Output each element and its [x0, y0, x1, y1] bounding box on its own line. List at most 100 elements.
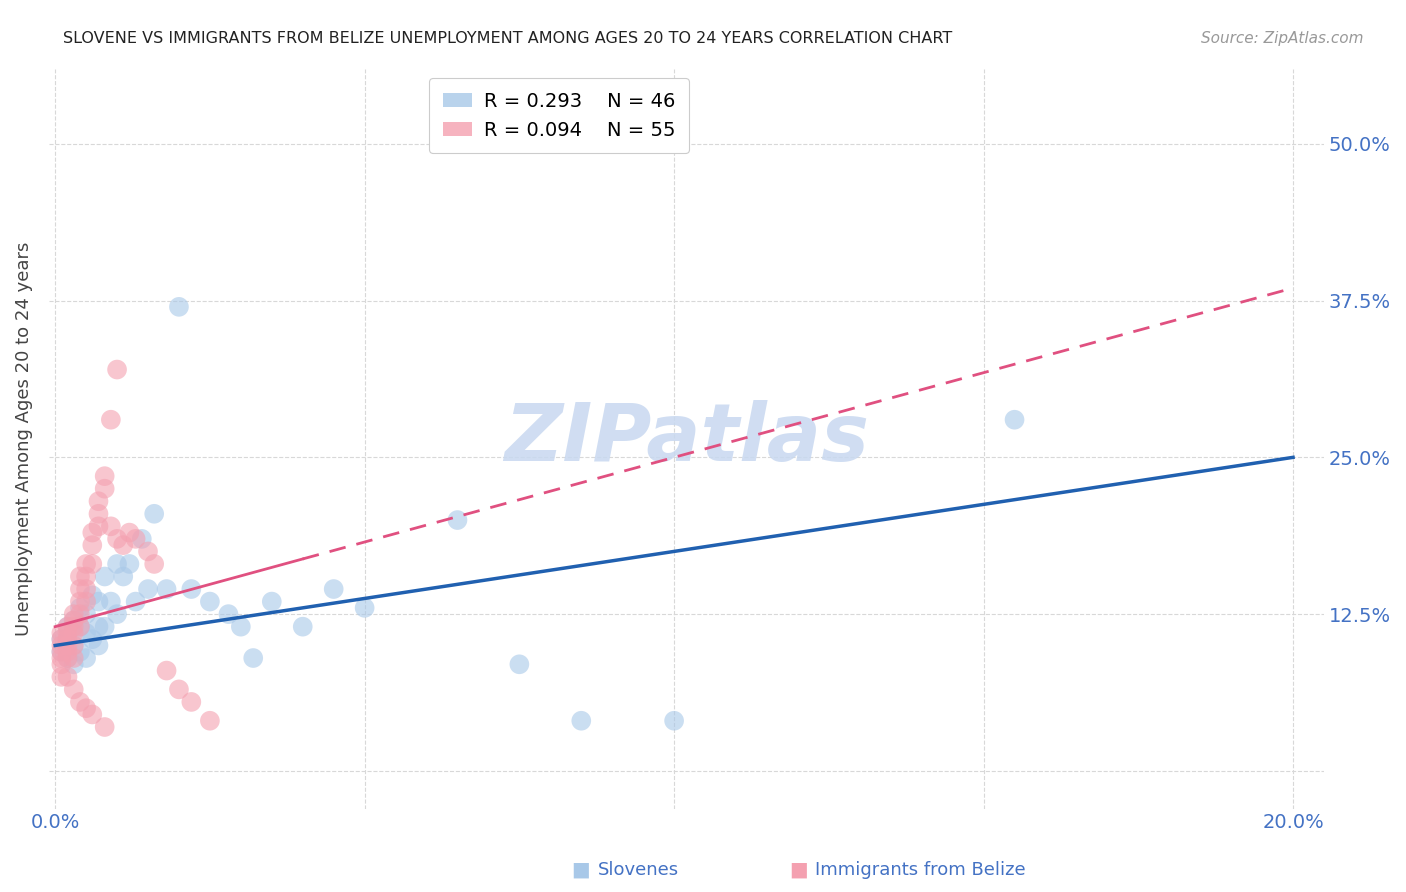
- Text: Source: ZipAtlas.com: Source: ZipAtlas.com: [1201, 31, 1364, 46]
- Point: [118, 557, 141, 571]
- Text: Slovenes: Slovenes: [598, 861, 679, 879]
- Point: [155, 582, 177, 596]
- Point: [75, 607, 97, 621]
- Point: [51, 657, 73, 672]
- Point: [136, 582, 159, 596]
- Point: [198, 594, 221, 608]
- Point: [93, 720, 115, 734]
- Point: [446, 513, 468, 527]
- Point: [62, 614, 84, 628]
- Point: [105, 532, 128, 546]
- Text: SLOVENE VS IMMIGRANTS FROM BELIZE UNEMPLOYMENT AMONG AGES 20 TO 24 YEARS CORRELA: SLOVENE VS IMMIGRANTS FROM BELIZE UNEMPL…: [63, 31, 952, 46]
- Point: [180, 582, 202, 596]
- Point: [56, 645, 79, 659]
- Point: [143, 507, 166, 521]
- Point: [82, 525, 104, 540]
- Point: [105, 557, 128, 571]
- Point: [124, 594, 146, 608]
- Point: [1004, 413, 1026, 427]
- Point: [82, 632, 104, 647]
- Point: [62, 639, 84, 653]
- Point: [56, 632, 79, 647]
- Point: [93, 569, 115, 583]
- Point: [62, 657, 84, 672]
- Point: [136, 544, 159, 558]
- Point: [82, 588, 104, 602]
- Point: [87, 594, 110, 608]
- Point: [508, 657, 530, 672]
- Point: [82, 538, 104, 552]
- Point: [131, 532, 153, 546]
- Point: [87, 620, 110, 634]
- Point: [112, 538, 135, 552]
- Point: [69, 569, 91, 583]
- Text: ▪: ▪: [787, 855, 808, 884]
- Point: [93, 620, 115, 634]
- Point: [69, 607, 91, 621]
- Point: [51, 670, 73, 684]
- Point: [62, 626, 84, 640]
- Point: [105, 607, 128, 621]
- Point: [229, 620, 252, 634]
- Text: ZIPatlas: ZIPatlas: [503, 400, 869, 477]
- Point: [93, 469, 115, 483]
- Point: [87, 494, 110, 508]
- Point: [56, 626, 79, 640]
- Point: [100, 519, 122, 533]
- Point: [51, 645, 73, 659]
- Point: [155, 664, 177, 678]
- Point: [56, 639, 79, 653]
- Point: [51, 632, 73, 647]
- Point: [124, 532, 146, 546]
- Point: [291, 620, 314, 634]
- Text: ▪: ▪: [569, 855, 591, 884]
- Point: [143, 557, 166, 571]
- Point: [69, 582, 91, 596]
- Point: [56, 620, 79, 634]
- Point: [62, 614, 84, 628]
- Point: [75, 569, 97, 583]
- Point: [51, 645, 73, 659]
- Point: [198, 714, 221, 728]
- Point: [75, 701, 97, 715]
- Point: [56, 632, 79, 647]
- Point: [87, 639, 110, 653]
- Point: [56, 670, 79, 684]
- Point: [353, 600, 375, 615]
- Point: [69, 620, 91, 634]
- Point: [51, 639, 73, 653]
- Point: [167, 300, 190, 314]
- Point: [167, 682, 190, 697]
- Point: [51, 651, 73, 665]
- Point: [112, 569, 135, 583]
- Point: [93, 482, 115, 496]
- Point: [82, 707, 104, 722]
- Point: [56, 620, 79, 634]
- Legend: R = 0.293    N = 46, R = 0.094    N = 55: R = 0.293 N = 46, R = 0.094 N = 55: [429, 78, 689, 153]
- Point: [569, 714, 592, 728]
- Point: [105, 362, 128, 376]
- Y-axis label: Unemployment Among Ages 20 to 24 years: Unemployment Among Ages 20 to 24 years: [15, 242, 32, 636]
- Point: [100, 413, 122, 427]
- Point: [217, 607, 239, 621]
- Point: [322, 582, 344, 596]
- Point: [51, 626, 73, 640]
- Point: [75, 626, 97, 640]
- Point: [75, 582, 97, 596]
- Point: [62, 682, 84, 697]
- Point: [100, 594, 122, 608]
- Point: [75, 651, 97, 665]
- Point: [62, 620, 84, 634]
- Point: [75, 557, 97, 571]
- Point: [180, 695, 202, 709]
- Point: [118, 525, 141, 540]
- Point: [87, 519, 110, 533]
- Point: [662, 714, 685, 728]
- Point: [75, 594, 97, 608]
- Point: [62, 607, 84, 621]
- Point: [82, 557, 104, 571]
- Point: [87, 507, 110, 521]
- Text: Immigrants from Belize: Immigrants from Belize: [815, 861, 1026, 879]
- Point: [69, 594, 91, 608]
- Point: [242, 651, 264, 665]
